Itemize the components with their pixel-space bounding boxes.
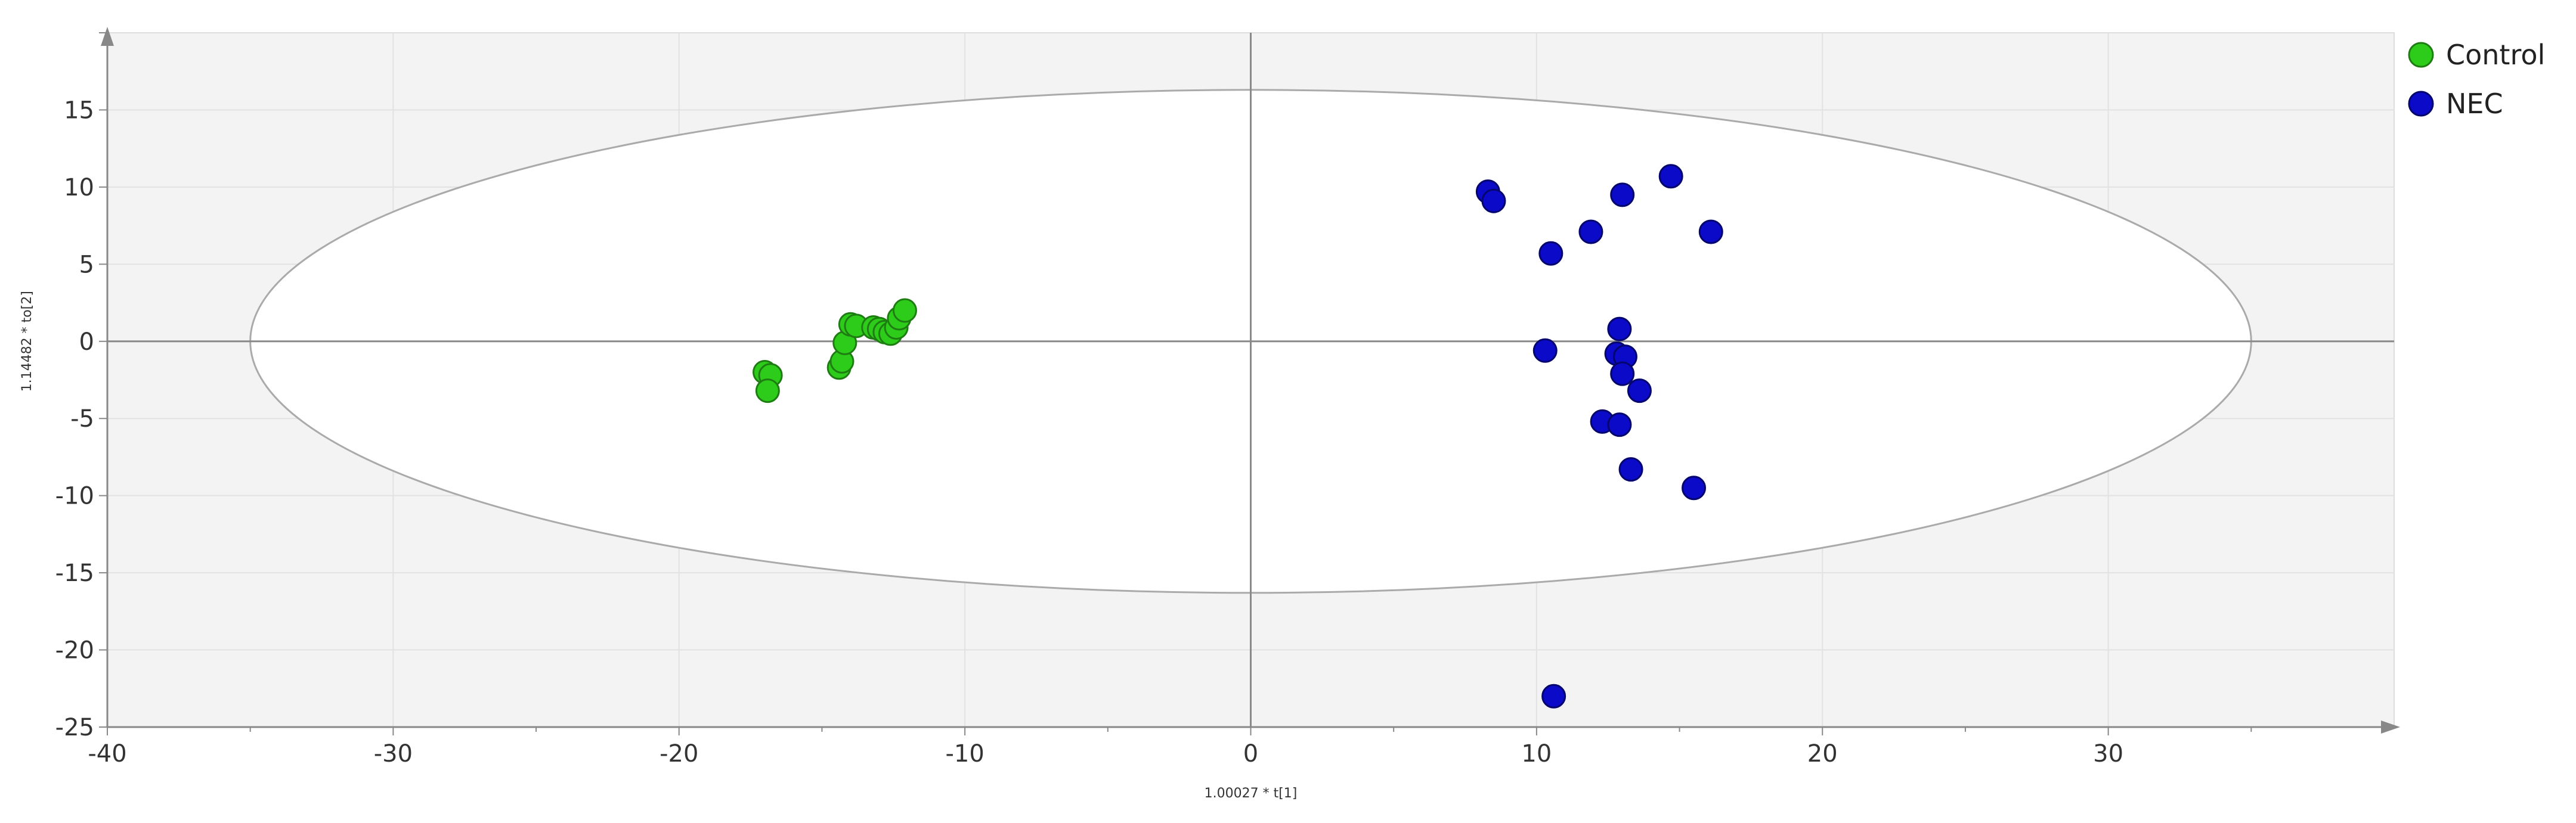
y-tick-label: -20 — [55, 637, 94, 664]
axes — [99, 27, 2400, 735]
data-point-nec — [1481, 188, 1506, 213]
x-tick-label: 20 — [1807, 740, 1838, 768]
data-point-nec — [1698, 219, 1723, 244]
data-point-nec — [1610, 182, 1635, 207]
x-tick-label: -20 — [660, 740, 698, 768]
data-point-nec — [1627, 378, 1652, 403]
y-axis-label: 1.14482 * to[2] — [20, 291, 35, 392]
data-points — [753, 164, 1723, 709]
tick-labels: -40 -30 -20 -10 0 10 20 30 -25 -20 -15 -10 -5 0 5 10 15 — [55, 97, 2123, 768]
y-tick-label: 15 — [64, 97, 94, 124]
legend-marker-control — [2408, 42, 2434, 68]
data-point-nec — [1658, 164, 1683, 189]
y-tick-label: 10 — [64, 174, 94, 201]
y-tick-label: -15 — [55, 560, 94, 587]
legend-label-nec: NEC — [2446, 88, 2503, 120]
legend-label-control: Control — [2446, 39, 2545, 71]
data-point-nec — [1607, 412, 1632, 437]
data-point-nec — [1578, 219, 1603, 244]
legend-marker-nec — [2408, 91, 2434, 117]
x-tick-label: 10 — [1521, 740, 1552, 768]
x-tick-label: -30 — [374, 740, 413, 768]
y-tick-label: -25 — [55, 714, 94, 741]
data-point-nec — [1607, 316, 1632, 341]
data-point-nec — [1610, 361, 1635, 386]
data-point-nec — [1618, 457, 1643, 482]
data-point-control — [755, 378, 780, 403]
y-tick-label: -5 — [70, 405, 94, 433]
y-axis-arrow — [101, 27, 114, 46]
data-point-nec — [1541, 684, 1566, 709]
x-axis-arrow — [2381, 720, 2400, 734]
data-point-control — [892, 298, 917, 323]
y-tick-label: 0 — [79, 328, 94, 356]
zero-axis-lines — [107, 33, 2394, 727]
data-point-nec — [1532, 338, 1558, 363]
x-tick-label: -10 — [945, 740, 984, 768]
x-tick-label: 30 — [2093, 740, 2123, 768]
x-tick-label: 0 — [1243, 740, 1258, 768]
legend: Control NEC — [2408, 39, 2545, 120]
x-tick-label: -40 — [88, 740, 126, 768]
y-tick-label: 5 — [79, 251, 94, 278]
data-point-nec — [1682, 476, 1707, 501]
y-tick-label: -10 — [55, 483, 94, 510]
x-axis-label: 1.00027 * t[1] — [1205, 786, 1298, 801]
data-point-nec — [1538, 241, 1563, 266]
